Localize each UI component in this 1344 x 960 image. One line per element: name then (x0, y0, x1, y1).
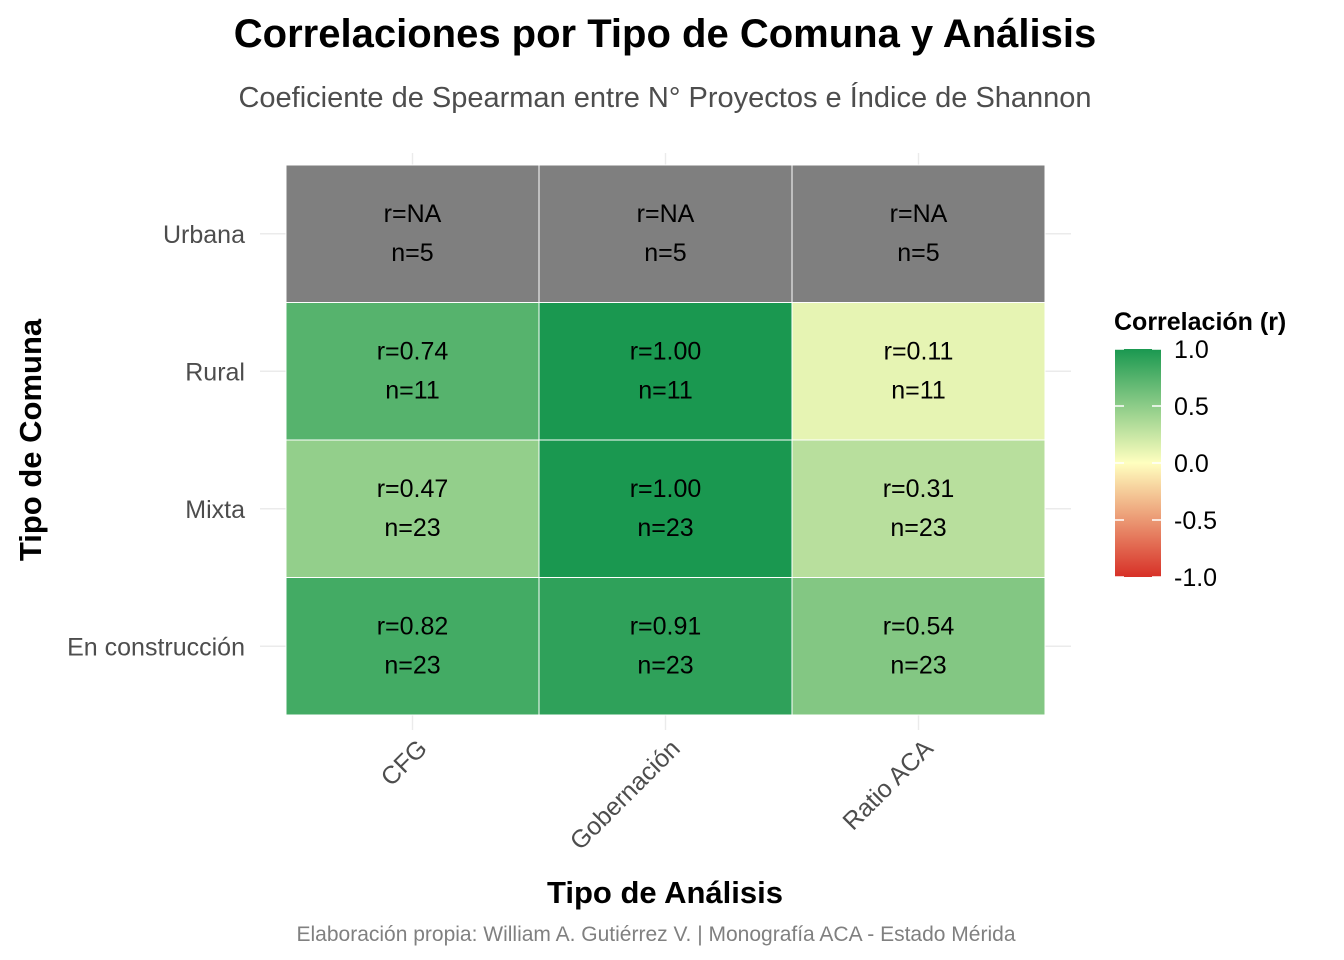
heatmap-cell-rural-cfg (285, 302, 540, 441)
cell-r-label-mixta-cfg: r=0.47 (377, 475, 449, 503)
cell-r-label-rural-gobernacion: r=1.00 (630, 337, 702, 365)
x-axis-tick-labels: CFG Gobernación Ratio ACA (376, 734, 939, 855)
legend-label-1-0: 1.0 (1174, 336, 1209, 364)
y-axis-title: Tipo de Comuna (13, 318, 48, 561)
heatmap-cell-mixta-cfg (285, 439, 540, 578)
chart-title: Correlaciones por Tipo de Comuna y Análi… (234, 12, 1096, 56)
legend-title: Correlación (r) (1114, 308, 1286, 336)
legend-label-0-5: 0.5 (1174, 393, 1209, 421)
cell-r-label-en-construccion-gobernacion: r=0.91 (630, 612, 702, 640)
cell-n-label-en-construccion-cfg: n=23 (384, 651, 440, 679)
legend-label-0-0: 0.0 (1174, 450, 1209, 478)
legend-ticks: 1.0 0.5 0.0 -0.5 -1.0 (1115, 336, 1217, 592)
y-tick-label-urbana: Urbana (163, 221, 245, 249)
heatmap-cell-mixta-gobernacion (538, 439, 793, 578)
cell-r-label-rural-ratio-aca: r=0.11 (884, 337, 954, 365)
heatmap-cell-urbana-ratio-aca (791, 164, 1046, 303)
y-tick-label-mixta: Mixta (185, 496, 245, 524)
cell-r-label-en-construccion-ratio-aca: r=0.54 (883, 612, 955, 640)
x-tick-label-cfg: CFG (376, 734, 433, 791)
heatmap-cell-mixta-ratio-aca (791, 439, 1046, 578)
y-tick-label-en-construccion: En construcción (67, 633, 245, 661)
heatmap-cell-rural-gobernacion (538, 302, 793, 441)
legend-label-0-5: -0.5 (1174, 507, 1217, 535)
chart-caption: Elaboración propia: William A. Gutiérrez… (296, 923, 1015, 946)
y-axis-tick-labels: Urbana Rural Mixta En construcción (67, 221, 245, 662)
cell-r-label-rural-cfg: r=0.74 (377, 337, 449, 365)
cell-r-label-urbana-cfg: r=NA (384, 200, 442, 228)
cell-n-label-en-construccion-ratio-aca: n=23 (890, 651, 946, 679)
cell-r-label-mixta-gobernacion: r=1.00 (630, 475, 702, 503)
cell-r-label-mixta-ratio-aca: r=0.31 (883, 475, 955, 503)
cell-n-label-urbana-gobernacion: n=5 (644, 239, 686, 267)
y-tick-label-rural: Rural (185, 358, 245, 386)
cell-r-label-urbana-ratio-aca: r=NA (890, 200, 948, 228)
color-legend: Correlación (r) 1.0 0.5 0.0 -0.5 -1.0 (1114, 308, 1286, 592)
cell-n-label-en-construccion-gobernacion: n=23 (637, 651, 693, 679)
chart-subtitle: Coeficiente de Spearman entre N° Proyect… (238, 81, 1091, 114)
cell-n-label-urbana-ratio-aca: n=5 (897, 239, 939, 267)
heatmap-cells (285, 164, 1046, 716)
heatmap-cell-urbana-gobernacion (538, 164, 793, 303)
x-tick-label-ratio-aca: Ratio ACA (837, 734, 939, 836)
x-tick-label-gobernacion: Gobernación (565, 734, 686, 855)
cell-labels: r=NA n=5 r=NA n=5 r=NA n=5 r=0.74 n=11 r=1.00 n=1… (377, 200, 955, 680)
x-axis-title: Tipo de Análisis (547, 875, 783, 910)
heatmap-cell-rural-ratio-aca (791, 302, 1046, 441)
heatmap-cell-en-construccion-gobernacion (538, 577, 793, 716)
cell-r-label-en-construccion-cfg: r=0.82 (377, 612, 449, 640)
heatmap-cell-en-construccion-cfg (285, 577, 540, 716)
cell-r-label-urbana-gobernacion: r=NA (637, 200, 695, 228)
legend-label-1-0: -1.0 (1174, 564, 1217, 592)
cell-n-label-mixta-ratio-aca: n=23 (890, 514, 946, 542)
cell-n-label-rural-cfg: n=11 (385, 376, 439, 404)
cell-n-label-mixta-gobernacion: n=23 (637, 514, 693, 542)
heatmap-cell-urbana-cfg (285, 164, 540, 303)
cell-n-label-mixta-cfg: n=23 (384, 514, 440, 542)
cell-n-label-rural-gobernacion: n=11 (638, 376, 692, 404)
heatmap-cell-en-construccion-ratio-aca (791, 577, 1046, 716)
cell-n-label-rural-ratio-aca: n=11 (891, 376, 945, 404)
cell-n-label-urbana-cfg: n=5 (391, 239, 433, 267)
